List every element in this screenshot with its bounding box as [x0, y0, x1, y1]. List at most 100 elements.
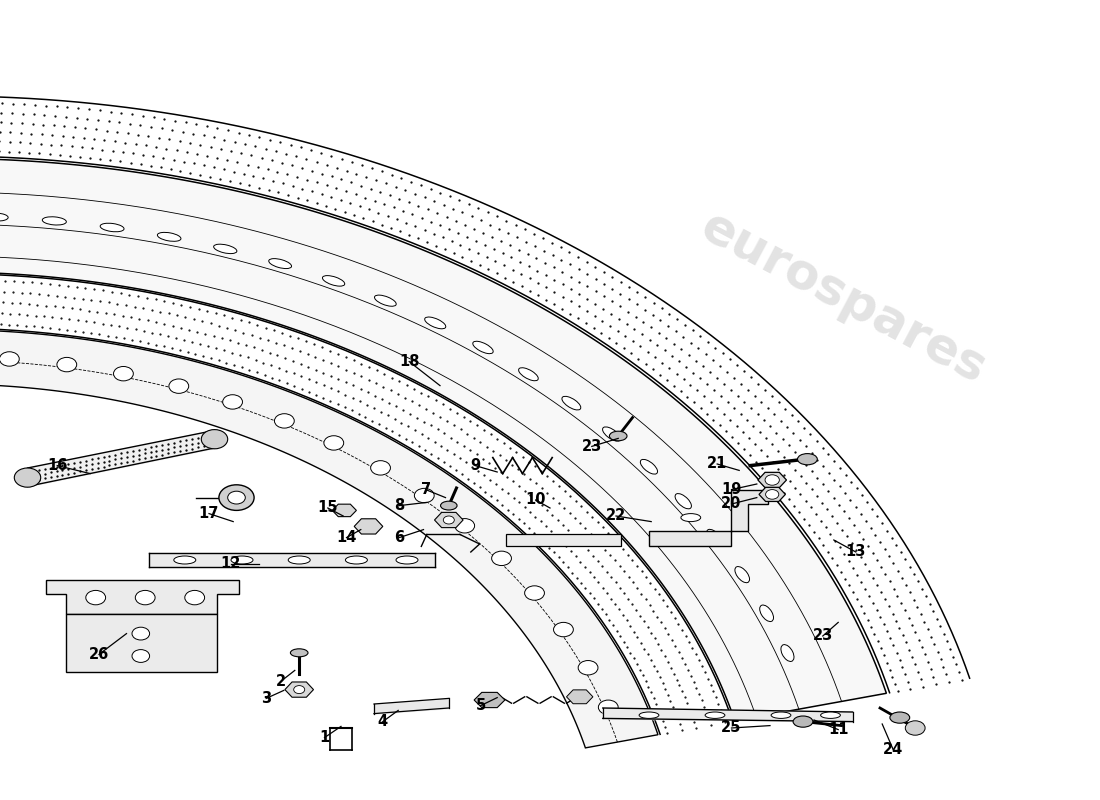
Text: 18: 18: [399, 354, 419, 369]
Polygon shape: [46, 580, 239, 614]
Polygon shape: [506, 534, 621, 546]
Circle shape: [323, 436, 343, 450]
Circle shape: [371, 461, 390, 475]
Polygon shape: [66, 614, 217, 672]
Text: eurospares: eurospares: [693, 203, 994, 394]
Ellipse shape: [100, 223, 124, 232]
Ellipse shape: [735, 566, 749, 582]
Text: 26: 26: [89, 647, 109, 662]
Ellipse shape: [705, 712, 725, 718]
Circle shape: [219, 485, 254, 510]
Text: 21: 21: [707, 457, 727, 471]
Text: 16: 16: [47, 458, 67, 473]
Ellipse shape: [675, 494, 692, 509]
Ellipse shape: [396, 556, 418, 564]
Text: 8: 8: [394, 498, 405, 513]
Text: 11: 11: [828, 722, 848, 737]
Circle shape: [275, 414, 295, 428]
Polygon shape: [285, 682, 314, 698]
Polygon shape: [566, 690, 593, 704]
Ellipse shape: [268, 258, 292, 269]
Circle shape: [525, 586, 544, 600]
Ellipse shape: [231, 556, 253, 564]
Polygon shape: [0, 330, 658, 748]
Circle shape: [135, 590, 155, 605]
Circle shape: [0, 352, 19, 366]
Ellipse shape: [440, 501, 458, 510]
Ellipse shape: [562, 396, 581, 410]
Circle shape: [766, 490, 779, 499]
Polygon shape: [434, 512, 463, 528]
Text: 13: 13: [846, 545, 866, 559]
Ellipse shape: [798, 454, 817, 465]
Circle shape: [113, 366, 133, 381]
Text: 9: 9: [470, 458, 481, 473]
Text: 6: 6: [394, 530, 405, 545]
Ellipse shape: [425, 317, 446, 329]
Text: 4: 4: [377, 714, 388, 729]
Text: 10: 10: [526, 493, 546, 507]
Ellipse shape: [603, 427, 620, 441]
Polygon shape: [474, 692, 505, 708]
Text: 15: 15: [318, 501, 338, 515]
Ellipse shape: [518, 368, 538, 381]
Polygon shape: [332, 504, 356, 517]
Circle shape: [185, 590, 205, 605]
Circle shape: [86, 590, 106, 605]
Circle shape: [201, 430, 228, 449]
Text: 25: 25: [722, 721, 741, 735]
Ellipse shape: [760, 605, 773, 622]
Ellipse shape: [290, 649, 308, 657]
Ellipse shape: [374, 295, 396, 306]
Circle shape: [14, 468, 41, 487]
Circle shape: [454, 518, 474, 533]
Circle shape: [132, 650, 150, 662]
Text: 3: 3: [261, 691, 272, 706]
Ellipse shape: [771, 712, 791, 718]
Ellipse shape: [640, 459, 658, 474]
Circle shape: [579, 661, 598, 675]
Ellipse shape: [174, 556, 196, 564]
Ellipse shape: [157, 232, 182, 242]
Circle shape: [57, 358, 77, 372]
Circle shape: [905, 721, 925, 735]
Ellipse shape: [890, 712, 910, 723]
Polygon shape: [649, 490, 768, 546]
Circle shape: [132, 627, 150, 640]
Polygon shape: [0, 158, 887, 721]
Text: 7: 7: [420, 482, 431, 497]
Polygon shape: [758, 472, 786, 488]
Ellipse shape: [288, 556, 310, 564]
Text: 23: 23: [582, 439, 602, 454]
Circle shape: [228, 491, 245, 504]
Circle shape: [222, 394, 242, 409]
Ellipse shape: [0, 213, 8, 221]
Circle shape: [553, 622, 573, 637]
Ellipse shape: [706, 530, 722, 545]
Circle shape: [598, 700, 618, 714]
Text: 24: 24: [883, 742, 903, 757]
Text: 14: 14: [337, 530, 356, 545]
Ellipse shape: [639, 712, 659, 718]
Ellipse shape: [793, 716, 813, 727]
Text: 2: 2: [275, 674, 286, 689]
Text: 5: 5: [475, 698, 486, 713]
Ellipse shape: [213, 244, 236, 254]
Text: 17: 17: [199, 506, 219, 521]
Circle shape: [443, 516, 454, 524]
Ellipse shape: [322, 276, 344, 286]
Text: 20: 20: [722, 497, 741, 511]
Ellipse shape: [345, 556, 367, 564]
Ellipse shape: [609, 431, 627, 441]
Text: 22: 22: [606, 509, 626, 523]
Ellipse shape: [781, 645, 794, 662]
Text: 23: 23: [813, 629, 833, 643]
Polygon shape: [354, 518, 383, 534]
Circle shape: [492, 551, 512, 566]
Text: 12: 12: [221, 557, 241, 571]
Text: 1: 1: [319, 730, 330, 745]
Circle shape: [415, 488, 434, 502]
Text: a passion for parts since 1985: a passion for parts since 1985: [528, 409, 798, 564]
Circle shape: [169, 379, 189, 394]
Ellipse shape: [42, 217, 66, 225]
